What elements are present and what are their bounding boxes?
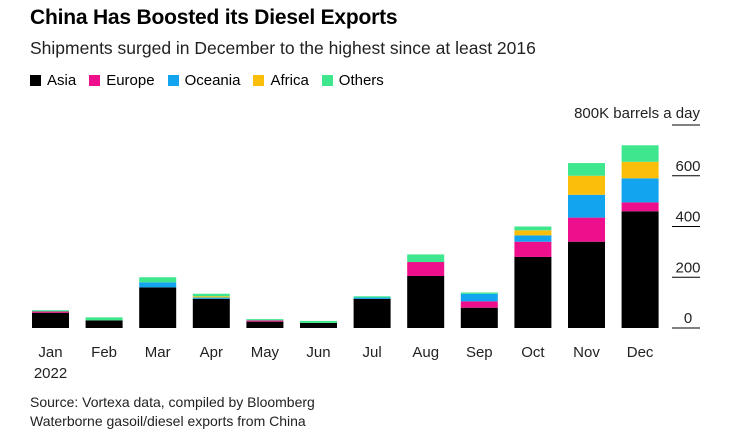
chart-title: China Has Boosted its Diesel Exports: [30, 6, 398, 29]
bar-feb-others: [85, 317, 123, 321]
legend-item-africa: Africa: [253, 72, 309, 89]
bar-aug-others: [407, 254, 445, 263]
bar-jul-asia: [353, 298, 391, 328]
bar-oct-europe: [514, 241, 552, 257]
y-tick-label-400: 400: [675, 209, 700, 226]
chart-subtitle: Shipments surged in December to the high…: [30, 38, 536, 58]
bar-may-others: [246, 319, 284, 321]
bar-dec-europe: [621, 202, 659, 212]
x-tick-label-jun: Jun: [306, 344, 330, 361]
bar-sep-asia: [460, 307, 498, 328]
legend-item-oceania: Oceania: [167, 72, 241, 89]
bar-nov-asia: [568, 241, 605, 328]
legend-label-asia: Asia: [47, 72, 77, 89]
bar-may-asia: [246, 321, 284, 328]
bar-aug-asia: [407, 275, 445, 328]
legend-label-africa: Africa: [270, 72, 309, 89]
x-tick-label-jan: Jan: [38, 344, 62, 361]
bar-apr-africa: [192, 296, 230, 298]
bar-sep-oceania: [460, 293, 498, 302]
bar-jul-oceania: [353, 297, 391, 299]
bar-oct-others: [514, 226, 552, 231]
legend-item-others: Others: [321, 72, 384, 89]
bar-oct-africa: [514, 230, 552, 236]
bar-nov-europe: [568, 217, 605, 242]
chart-note: Waterborne gasoil/diesel exports from Ch…: [30, 413, 306, 429]
x-tick-label-dec: Dec: [627, 344, 654, 361]
legend-swatch-asia: [30, 75, 41, 86]
bar-feb-asia: [85, 320, 123, 328]
bar-dec-oceania: [621, 178, 659, 203]
bar-jan-asia: [32, 312, 69, 328]
bar-dec-africa: [621, 161, 659, 179]
bar-apr-oceania: [192, 297, 230, 299]
legend-swatch-oceania: [167, 75, 179, 86]
bar-mar-others: [139, 277, 177, 283]
source-note: Source: Vortexa data, compiled by Bloomb…: [30, 393, 315, 431]
x-tick-label-sep: Sep: [466, 344, 493, 361]
legend-swatch-africa: [253, 75, 265, 86]
x-tick-label-nov: Nov: [573, 344, 600, 361]
bar-apr-asia: [192, 298, 230, 328]
legend-item-asia: Asia: [30, 72, 76, 89]
y-tick-label-200: 200: [675, 259, 700, 276]
bar-jan-others: [32, 310, 69, 312]
y-tick-label-0: 0: [684, 310, 692, 327]
x-tick-label-jul: Jul: [363, 344, 382, 361]
bar-jun-asia: [300, 322, 337, 328]
bar-mar-oceania: [139, 282, 177, 288]
x-year-label: 2022: [34, 365, 67, 382]
x-tick-label-aug: Aug: [412, 344, 439, 361]
bar-nov-oceania: [568, 194, 605, 218]
y-axis-unit-label: 800K barrels a day: [574, 105, 700, 122]
bar-jun-others: [300, 320, 337, 323]
legend-item-europe: Europe: [89, 72, 155, 89]
bar-aug-europe: [407, 262, 445, 276]
legend-label-europe: Europe: [106, 72, 155, 89]
bar-dec-others: [621, 145, 659, 162]
bar-sep-others: [460, 292, 498, 294]
bar-mar-asia: [139, 287, 177, 328]
bar-oct-asia: [514, 256, 552, 328]
bar-nov-others: [568, 163, 605, 176]
x-tick-label-oct: Oct: [521, 344, 545, 361]
bar-jul-others: [353, 296, 391, 298]
bar-nov-africa: [568, 175, 605, 195]
bar-dec-asia: [621, 211, 659, 328]
bar-oct-oceania: [514, 235, 552, 242]
legend-swatch-others: [321, 75, 333, 86]
y-tick-label-600: 600: [675, 158, 700, 175]
legend-swatch-europe: [89, 75, 101, 86]
x-tick-label-mar: Mar: [145, 344, 171, 361]
legend: Asia Europe Oceania Africa Others: [30, 72, 397, 89]
bar-apr-others: [192, 293, 230, 297]
legend-label-others: Others: [338, 72, 384, 89]
legend-label-oceania: Oceania: [184, 72, 241, 89]
x-tick-label-may: May: [251, 344, 280, 361]
x-tick-label-apr: Apr: [200, 344, 223, 361]
bar-sep-europe: [460, 301, 498, 308]
source-text: Source: Vortexa data, compiled by Bloomb…: [30, 394, 315, 410]
bar-may-europe: [246, 320, 284, 322]
x-tick-label-feb: Feb: [91, 344, 117, 361]
bar-jan-europe: [32, 311, 69, 313]
